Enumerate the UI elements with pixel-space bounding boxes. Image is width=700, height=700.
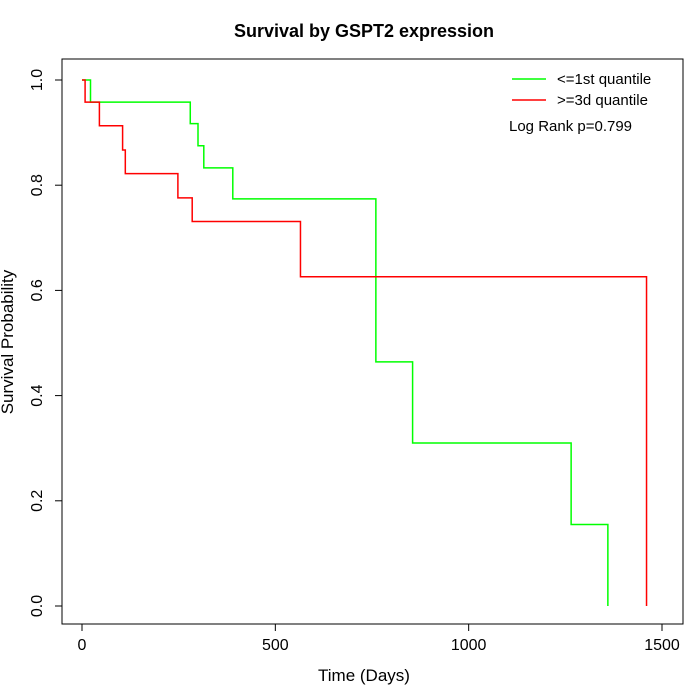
x-tick-label: 0 [78, 637, 87, 654]
legend: <=1st quantile >=3d quantile [512, 71, 651, 109]
y-tick-label: 0.0 [29, 595, 46, 617]
log-rank-annotation: Log Rank p=0.799 [509, 118, 632, 135]
survival-curve-high [82, 79, 648, 606]
legend-label-high: >=3d quantile [557, 92, 648, 109]
survival-curve-low [82, 79, 609, 606]
y-tick-label: 1.0 [29, 69, 46, 91]
x-tick-label: 1000 [451, 637, 487, 654]
plot-frame [61, 58, 684, 625]
y-tick-label: 0.2 [29, 490, 46, 512]
x-axis-label: Time (Days) [318, 666, 410, 685]
chart-title: Survival by GSPT2 expression [234, 21, 494, 41]
series-layer [82, 79, 648, 606]
y-tick-label: 0.6 [29, 279, 46, 301]
x-tick-label: 500 [262, 637, 289, 654]
x-axis: 0 500 1000 1500 [78, 623, 680, 654]
y-tick-label: 0.4 [29, 384, 46, 406]
y-axis: 0.0 0.2 0.4 0.6 0.8 1.0 [29, 69, 63, 617]
x-tick-label: 1500 [644, 637, 680, 654]
y-axis-label: Survival Probability [0, 269, 17, 414]
legend-label-low: <=1st quantile [557, 71, 651, 88]
y-tick-label: 0.8 [29, 174, 46, 196]
